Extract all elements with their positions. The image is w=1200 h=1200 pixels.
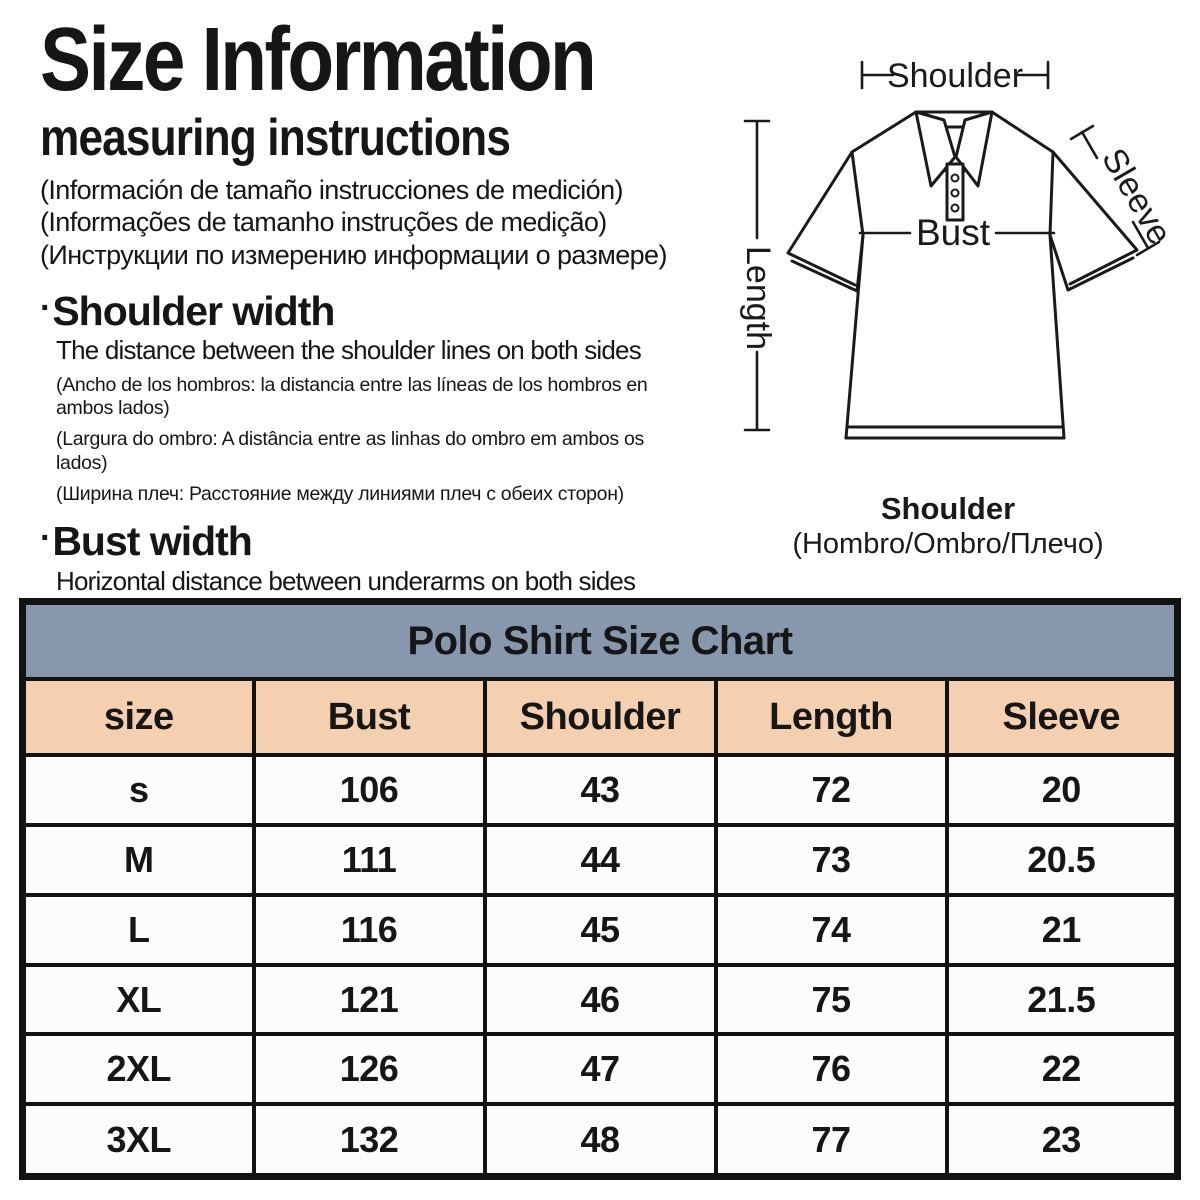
bust-measure-label: Bust	[916, 212, 991, 253]
shoulder-width-description: The distance between the shoulder lines …	[56, 335, 642, 366]
size-chart-title: Polo Shirt Size Chart	[20, 599, 1180, 681]
size-row-2xl: 2XL 126 47 76 22	[20, 1032, 1180, 1107]
shirt-button	[950, 188, 960, 198]
size-value-sleeve: 22	[944, 1032, 1180, 1107]
size-value-bust: 116	[251, 892, 487, 967]
title-translation-es: (Información de tamaño instrucciones de …	[40, 174, 624, 205]
size-label: L	[20, 892, 256, 967]
title-translations: (Información de tamaño instrucciones de …	[40, 174, 720, 273]
size-label: XL	[20, 962, 256, 1037]
shoulder-width-translation-es: (Ancho de los hombros: la distancia entr…	[56, 373, 648, 420]
size-value-sleeve: 20.5	[944, 822, 1180, 897]
size-value-length: 77	[713, 1102, 949, 1179]
size-value-sleeve: 23	[944, 1102, 1180, 1179]
size-row-3xl: 3XL 132 48 77 23	[20, 1102, 1180, 1179]
size-value-sleeve: 20	[944, 753, 1180, 827]
bust-width-description: Horizontal distance between underarms on…	[56, 565, 636, 596]
size-value-sleeve: 21	[944, 892, 1180, 967]
size-value-shoulder: 45	[482, 892, 718, 967]
length-measure-line	[743, 119, 771, 432]
polo-shirt-measurement-diagram: Shoulder Length Sleeve Bust Shoulder (Ho…	[690, 28, 1200, 578]
size-label: 3XL	[20, 1102, 256, 1179]
shirt-button	[950, 173, 960, 183]
size-label: 2XL	[20, 1032, 256, 1107]
column-header-length: Length	[713, 677, 949, 757]
length-measure-label: Length	[739, 246, 777, 350]
chart-title-row: Polo Shirt Size Chart	[20, 599, 1180, 681]
size-value-sleeve: 21.5	[944, 962, 1180, 1037]
size-row-xl: XL 121 46 75 21.5	[20, 962, 1180, 1037]
page-title: Size Information	[40, 10, 597, 110]
size-value-shoulder: 43	[482, 753, 718, 827]
measuring-instructions-panel: Size Information measuring instructions …	[40, 10, 720, 597]
size-chart-table: Polo Shirt Size Chart size Bust Shoulder Le…	[19, 598, 1181, 1180]
bullet-icon: ·	[40, 519, 51, 558]
section-heading-bust-width: ·Bust width	[40, 520, 720, 563]
shoulder-width-translation-pt: (Largura do ombro: A distância entre as …	[56, 428, 644, 474]
size-value-bust: 111	[251, 822, 487, 897]
shirt-left-side	[844, 150, 865, 440]
size-value-bust: 132	[251, 1102, 487, 1179]
shirt-button	[950, 203, 960, 213]
column-header-shoulder: Shoulder	[482, 677, 718, 757]
diagram-caption-title: Shoulder	[881, 491, 1015, 526]
shoulder-width-heading-label: Shoulder width	[52, 288, 335, 335]
page-subtitle: measuring instructions	[40, 108, 511, 167]
size-value-shoulder: 46	[482, 962, 718, 1037]
size-row-l: L 116 45 74 21	[20, 892, 1180, 967]
size-row-s: s 106 43 72 20	[20, 753, 1180, 827]
column-header-sleeve: Sleeve	[944, 677, 1180, 757]
column-header-row: size Bust Shoulder Length Sleeve	[20, 677, 1180, 757]
shirt-hem	[844, 425, 1066, 440]
shoulder-measure-label: Shoulder	[887, 57, 1023, 95]
shoulder-measure-line	[860, 60, 1050, 90]
size-row-m: M 111 44 73 20.5	[20, 822, 1180, 897]
column-header-size: size	[20, 677, 256, 757]
shirt-right-side	[1048, 150, 1066, 440]
size-value-bust: 121	[251, 962, 487, 1037]
bullet-icon: ·	[40, 289, 51, 328]
column-header-bust: Bust	[251, 677, 487, 757]
bust-width-heading-label: Bust width	[52, 518, 253, 565]
shirt-right-lapel	[954, 110, 994, 188]
sleeve-measure-line	[1069, 124, 1161, 257]
size-value-length: 76	[713, 1032, 949, 1107]
size-value-length: 72	[713, 753, 949, 827]
sleeve-measure-label: Sleeve	[1094, 142, 1179, 251]
size-value-length: 75	[713, 962, 949, 1037]
shoulder-width-translation-ru: (Ширина плеч: Расстояние между линиями п…	[56, 482, 624, 505]
size-label: M	[20, 822, 256, 897]
size-value-bust: 106	[251, 753, 487, 827]
size-value-bust: 126	[251, 1032, 487, 1107]
shirt-right-sleeve	[1048, 150, 1139, 292]
size-value-shoulder: 47	[482, 1032, 718, 1107]
shirt-left-sleeve	[786, 150, 865, 293]
size-value-shoulder: 48	[482, 1102, 718, 1179]
size-value-shoulder: 44	[482, 822, 718, 897]
polo-shirt-drawing: Shoulder Length Sleeve Bust Shoulder (Ho…	[739, 57, 1179, 560]
size-value-length: 74	[713, 892, 949, 967]
title-translation-ru: (Инструкции по измерению информации о ра…	[40, 240, 667, 271]
diagram-caption-subtitle: (Hombro/Ombro/Плечо)	[792, 528, 1103, 560]
section-heading-shoulder-width: ·Shoulder width	[40, 290, 720, 333]
size-label: s	[20, 753, 256, 827]
title-translation-pt: (Informações de tamanho instruções de me…	[40, 207, 607, 238]
size-value-length: 73	[713, 822, 949, 897]
shirt-shoulder-seams	[850, 110, 1055, 154]
